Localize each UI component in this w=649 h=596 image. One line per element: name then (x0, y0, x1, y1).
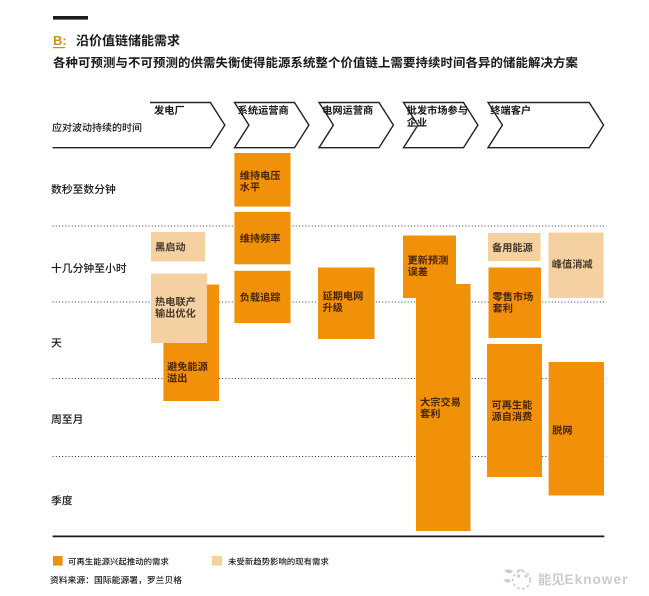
svg-text:Eknower: Eknower (565, 572, 629, 587)
svg-text:B:: B: (53, 33, 67, 48)
